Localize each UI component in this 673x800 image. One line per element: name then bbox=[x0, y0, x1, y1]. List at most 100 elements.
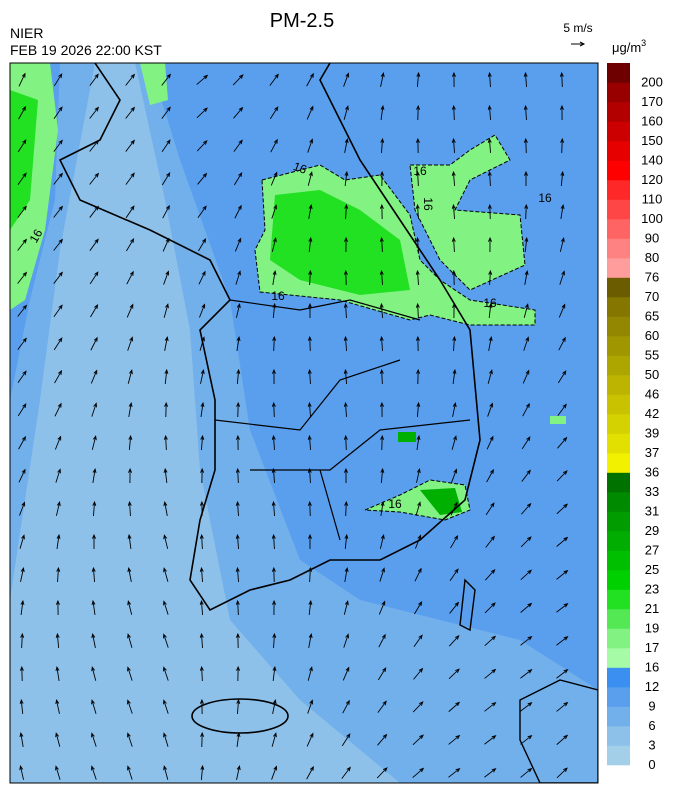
wind-arrow bbox=[344, 533, 349, 550]
wind-arrow bbox=[415, 236, 420, 253]
wind-arrow bbox=[379, 401, 384, 418]
contour-labels: 16 16 16 16 16 16 16 16 bbox=[27, 159, 552, 511]
wind-arrow bbox=[484, 602, 496, 614]
wind-arrow bbox=[452, 368, 457, 384]
wind-arrow bbox=[415, 335, 420, 352]
colorbar-label: 25 bbox=[645, 562, 659, 577]
wind-arrow bbox=[379, 534, 385, 549]
wind-arrow bbox=[18, 435, 26, 450]
wind-arrow bbox=[343, 434, 348, 451]
wind-arrow bbox=[17, 238, 28, 251]
wind-arrow bbox=[412, 767, 425, 778]
colorbar-segment bbox=[607, 180, 630, 200]
wind-arrow bbox=[415, 203, 420, 220]
wind-arrow bbox=[485, 535, 496, 548]
colorbar-label: 6 bbox=[648, 718, 655, 733]
wind-arrow bbox=[125, 73, 136, 86]
wind-arrow bbox=[91, 435, 97, 450]
wind-arrow bbox=[234, 237, 242, 252]
wind-arrow bbox=[344, 203, 349, 220]
wind-arrow bbox=[271, 237, 277, 252]
wind-arrow bbox=[308, 269, 313, 286]
wind-arrow bbox=[522, 402, 530, 417]
colorbar-segment bbox=[607, 141, 630, 161]
colorbar-segment bbox=[607, 433, 630, 454]
wind-arrow bbox=[125, 172, 135, 185]
wind-arrow bbox=[484, 568, 496, 581]
wind-arrow bbox=[556, 701, 569, 712]
wind-arrow bbox=[556, 636, 569, 646]
wind-scale-arrow bbox=[571, 41, 586, 47]
colorbar-label: 23 bbox=[645, 582, 659, 597]
wind-arrow bbox=[308, 566, 313, 583]
wind-arrow bbox=[415, 170, 420, 187]
wind-arrow bbox=[451, 236, 456, 253]
wind-arrow bbox=[200, 731, 205, 748]
wind-arrow bbox=[270, 138, 278, 153]
wind-arrow bbox=[199, 500, 204, 517]
wind-arrow bbox=[163, 434, 168, 451]
colorbar-label: 36 bbox=[645, 465, 659, 480]
colorbar-segment bbox=[607, 316, 630, 337]
wind-arrow bbox=[378, 600, 386, 615]
colorbar-label: 9 bbox=[648, 699, 655, 714]
wind-arrow bbox=[20, 632, 25, 649]
colorbar-label: 110 bbox=[642, 192, 663, 207]
wind-arrow bbox=[379, 335, 384, 352]
wind-arrow bbox=[90, 369, 98, 384]
wind-arrow bbox=[199, 665, 204, 682]
contour-label: 16 bbox=[538, 191, 552, 205]
wind-arrow bbox=[450, 534, 459, 549]
wind-arrow bbox=[127, 732, 133, 747]
wind-arrow bbox=[18, 105, 26, 120]
wind-arrow bbox=[559, 104, 564, 121]
datetime: FEB 19 2026 22:00 KST bbox=[10, 42, 162, 58]
wind-arrow bbox=[196, 140, 208, 152]
wind-arrow bbox=[556, 503, 568, 515]
wind-arrow bbox=[556, 767, 568, 779]
wind-arrow bbox=[271, 434, 276, 451]
wind-arrow bbox=[520, 767, 533, 778]
wind-arrow bbox=[416, 401, 421, 418]
province-border bbox=[214, 299, 471, 541]
wind-arrow bbox=[91, 599, 96, 615]
wind-arrow bbox=[91, 666, 97, 681]
wind-arrow bbox=[17, 370, 27, 383]
colorbar-segment bbox=[607, 160, 630, 181]
colorbar-segment bbox=[607, 706, 630, 727]
wind-arrow bbox=[450, 501, 458, 516]
wind-arrow bbox=[53, 205, 64, 218]
wind-arrow bbox=[484, 735, 497, 745]
wind-arrow bbox=[415, 302, 420, 319]
wind-arrow bbox=[520, 669, 533, 679]
wind-arrow bbox=[127, 666, 133, 681]
colorbar-segment bbox=[607, 550, 630, 571]
colorbar-segment bbox=[607, 336, 630, 356]
colorbar-segment bbox=[607, 394, 630, 415]
colorbar-label: 160 bbox=[641, 114, 663, 129]
wind-arrow bbox=[17, 304, 28, 317]
wind-arrow bbox=[271, 765, 278, 780]
wind-arrow bbox=[92, 500, 97, 517]
wind-arrow bbox=[89, 73, 99, 86]
colorbar-segment bbox=[607, 82, 630, 103]
contour-label: 16 bbox=[291, 159, 309, 177]
wind-arrow bbox=[54, 435, 62, 450]
colorbar-segment bbox=[607, 531, 630, 551]
wind-arrow bbox=[235, 500, 240, 517]
wind-arrow bbox=[127, 600, 133, 615]
wind-arrow bbox=[197, 172, 208, 185]
wind-arrow bbox=[344, 137, 349, 153]
wind-arrow bbox=[163, 534, 169, 549]
wind-arrow bbox=[307, 368, 312, 385]
wind-arrow bbox=[125, 205, 135, 219]
colorbar-label: 50 bbox=[645, 367, 659, 382]
wind-arrow bbox=[272, 632, 277, 649]
wind-arrow bbox=[17, 403, 27, 417]
wind-arrow bbox=[308, 236, 313, 253]
wind-arrow bbox=[91, 566, 96, 583]
wind-arrow bbox=[306, 105, 314, 120]
wind-arrow bbox=[379, 368, 384, 385]
wind-arrow bbox=[271, 566, 276, 583]
colorbar-segment bbox=[607, 570, 630, 590]
